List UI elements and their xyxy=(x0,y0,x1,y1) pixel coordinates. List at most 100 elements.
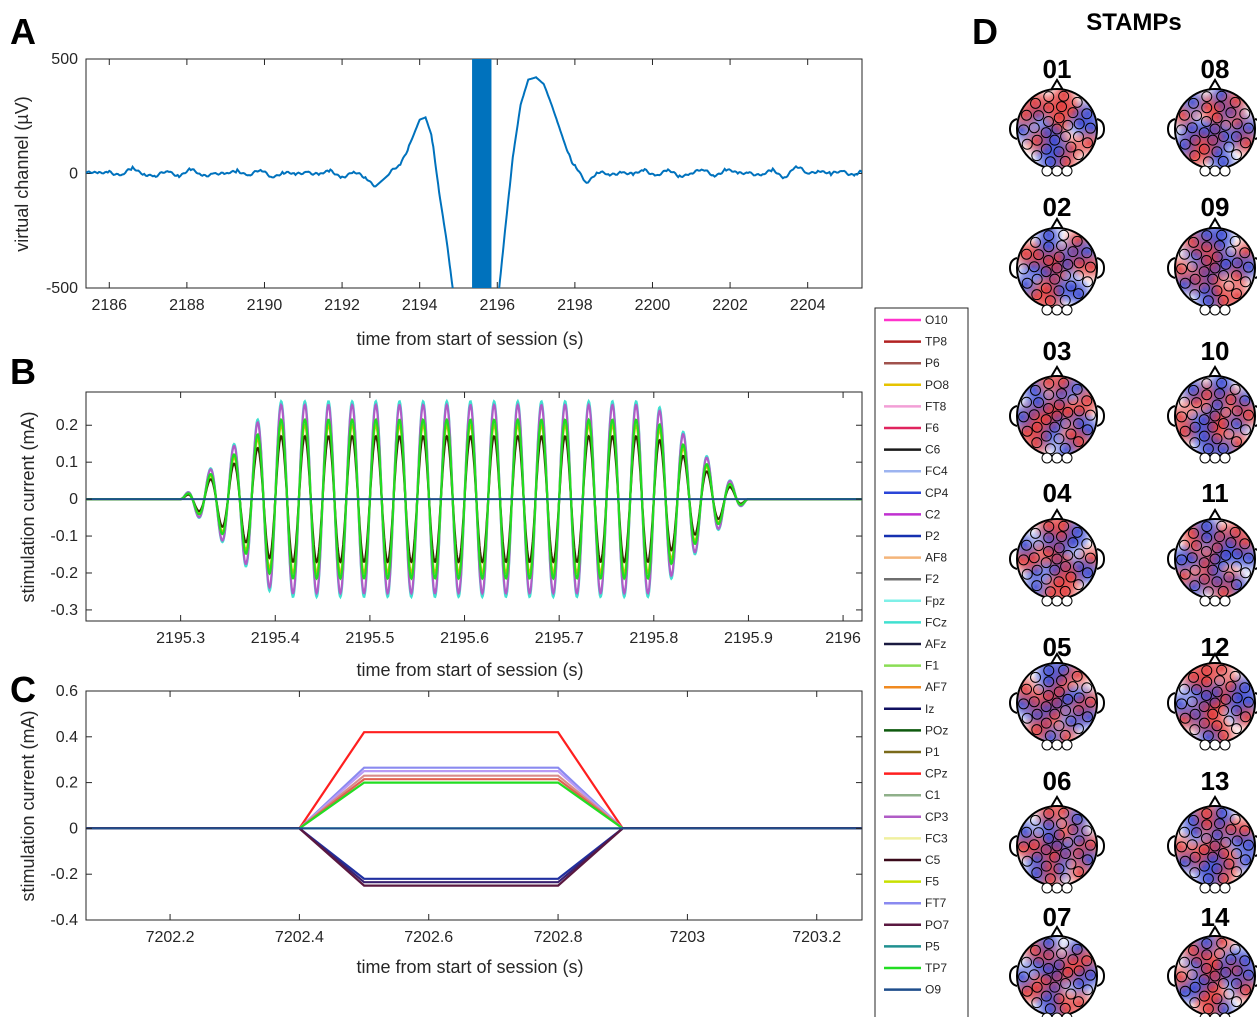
stamp-number: 12 xyxy=(1201,632,1230,662)
electrode-marker xyxy=(1052,305,1062,315)
left-ear-icon xyxy=(1168,836,1175,856)
electrode-marker xyxy=(1052,883,1062,893)
x-tick-label: 2188 xyxy=(169,297,205,314)
legend-label: F6 xyxy=(925,421,939,435)
x-tick-label: 2195.8 xyxy=(629,630,678,647)
panel-d-label: D xyxy=(972,11,998,52)
left-ear-icon xyxy=(1168,258,1175,278)
legend-label: O9 xyxy=(925,983,941,997)
legend-label: C2 xyxy=(925,507,941,521)
right-ear-icon xyxy=(1097,693,1104,713)
y-tick-label: 0.4 xyxy=(56,729,78,746)
right-ear-icon xyxy=(1097,549,1104,569)
electrode-marker xyxy=(1220,740,1230,750)
left-ear-icon xyxy=(1168,693,1175,713)
electrode-marker xyxy=(1200,883,1210,893)
x-tick-label: 2190 xyxy=(247,297,283,314)
x-tick-label: 7202.4 xyxy=(275,929,324,946)
stamp-number: 05 xyxy=(1043,632,1072,662)
stamp-number: 06 xyxy=(1043,766,1072,796)
left-ear-icon xyxy=(1010,836,1017,856)
y-tick-label: -0.1 xyxy=(50,528,78,545)
panel-c-ylabel: stimulation current (mA) xyxy=(18,710,38,901)
y-tick-label: 500 xyxy=(51,51,78,68)
legend-label: CPz xyxy=(925,767,948,781)
left-ear-icon xyxy=(1010,119,1017,139)
legend-label: F2 xyxy=(925,572,939,586)
stamp-05: 05 xyxy=(1005,632,1109,754)
left-ear-icon xyxy=(1168,119,1175,139)
electrode-marker xyxy=(1210,883,1220,893)
electrode-marker xyxy=(1042,453,1052,463)
electrode-marker xyxy=(1042,740,1052,750)
legend-label: FC4 xyxy=(925,464,948,478)
y-tick-label: 0 xyxy=(69,491,78,508)
panel-a-chart: 2186 2188 2190 2192 2194 2196 2198 2200 2202 2204… xyxy=(12,51,862,349)
legend-label: AF8 xyxy=(925,551,947,565)
electrode-marker xyxy=(1200,740,1210,750)
topography-blob xyxy=(1072,383,1106,417)
x-tick-label: 2196 xyxy=(479,297,515,314)
panel-a-label: A xyxy=(10,11,36,52)
electrode-marker xyxy=(1220,596,1230,606)
legend-label: C6 xyxy=(925,443,941,457)
electrode-marker xyxy=(1062,596,1072,606)
y-tick-label: 0 xyxy=(69,820,78,837)
electrode-marker xyxy=(1042,596,1052,606)
x-tick-label: 2200 xyxy=(635,297,671,314)
stamp-03: 03 xyxy=(1005,336,1106,467)
legend-label: FC3 xyxy=(925,831,948,845)
electrode-marker xyxy=(1062,305,1072,315)
y-tick-label: 0.1 xyxy=(56,454,78,471)
y-tick-label: 0 xyxy=(69,166,78,183)
legend-label: Fpz xyxy=(925,594,945,608)
electrode-marker xyxy=(1052,596,1062,606)
electrode-marker xyxy=(1210,305,1220,315)
legend-label: Iz xyxy=(925,702,934,716)
x-tick-label: 2195.9 xyxy=(724,630,773,647)
stamp-number: 10 xyxy=(1201,336,1230,366)
electrode-marker xyxy=(1200,596,1210,606)
x-tick-label: 2195.4 xyxy=(251,630,300,647)
x-tick-label: 7202.6 xyxy=(404,929,453,946)
left-ear-icon xyxy=(1010,693,1017,713)
left-ear-icon xyxy=(1010,966,1017,986)
left-ear-icon xyxy=(1010,258,1017,278)
electrode-marker xyxy=(1200,166,1210,176)
stamps-grid: 01 0802 0903 1004 1105 1206 1307 14 xyxy=(1005,54,1257,1017)
left-ear-icon xyxy=(1168,966,1175,986)
right-ear-icon xyxy=(1097,836,1104,856)
x-tick-label: 7203.2 xyxy=(792,929,841,946)
stamp-11: 11 xyxy=(1163,478,1257,610)
right-ear-icon xyxy=(1097,258,1104,278)
legend-label: FCz xyxy=(925,615,947,629)
legend-label: POz xyxy=(925,723,948,737)
electrode-marker xyxy=(1062,166,1072,176)
legend-label: C1 xyxy=(925,788,941,802)
left-ear-icon xyxy=(1168,549,1175,569)
stamp-09: 09 xyxy=(1163,192,1257,319)
x-tick-label: 2195.5 xyxy=(345,630,394,647)
electrode-marker xyxy=(1220,883,1230,893)
electrode-marker xyxy=(1210,740,1220,750)
stamp-number: 13 xyxy=(1201,766,1230,796)
electrode-marker xyxy=(1052,740,1062,750)
panel-b-ylabel: stimulation current (mA) xyxy=(18,411,38,602)
legend-label: F1 xyxy=(925,659,939,673)
legend-label: TP7 xyxy=(925,961,947,975)
electrode-marker xyxy=(1220,453,1230,463)
x-tick-label: 2204 xyxy=(790,297,826,314)
stamp-06: 06 xyxy=(1005,766,1109,897)
stamp-14: 14 xyxy=(1163,902,1257,1017)
x-tick-label: 7202.2 xyxy=(146,929,195,946)
electrode-marker xyxy=(1220,305,1230,315)
electrode-marker xyxy=(1062,740,1072,750)
stamp-04: 04 xyxy=(1005,478,1109,610)
panel-a-ylabel: virtual channel (µV) xyxy=(12,96,32,251)
electrode-marker xyxy=(1210,453,1220,463)
electrode-marker xyxy=(1062,883,1072,893)
legend-label: P1 xyxy=(925,745,940,759)
legend-label: P2 xyxy=(925,529,940,543)
legend-box xyxy=(875,308,968,1017)
